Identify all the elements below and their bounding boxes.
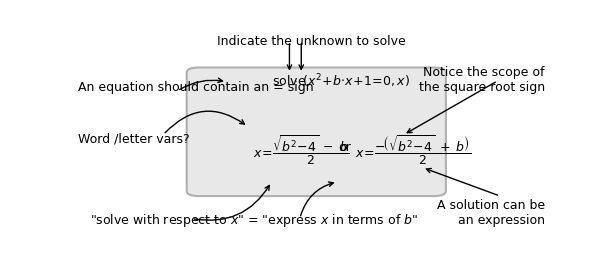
Text: "solve with respect to $x$" = "express $x$ in terms of $b$": "solve with respect to $x$" = "express $…	[90, 212, 418, 229]
Text: Notice the scope of
the square root sign: Notice the scope of the square root sign	[419, 67, 545, 95]
FancyBboxPatch shape	[187, 68, 446, 196]
Text: Indicate the unknown to solve: Indicate the unknown to solve	[217, 35, 406, 48]
Text: $\mathsf{solve}\!\left(x^2\!+\!b{\cdot}x\!+\!1\!=\!0,x\right)$: $\mathsf{solve}\!\left(x^2\!+\!b{\cdot}x…	[272, 72, 410, 90]
Text: $x\!=\!\dfrac{-\!\left(\sqrt{b^2\!-\!4}\;+\;b\right)}{2}$: $x\!=\!\dfrac{-\!\left(\sqrt{b^2\!-\!4}\…	[355, 133, 471, 167]
Text: or: or	[339, 141, 351, 154]
Text: A solution can be
an expression: A solution can be an expression	[437, 199, 545, 227]
Text: Word /letter vars?: Word /letter vars?	[78, 132, 190, 145]
Text: An equation should contain an = sign: An equation should contain an = sign	[78, 81, 314, 94]
Text: $x\!=\!\dfrac{\sqrt{b^2\!-\!4}\;-\;b}{2}$: $x\!=\!\dfrac{\sqrt{b^2\!-\!4}\;-\;b}{2}…	[253, 133, 349, 167]
